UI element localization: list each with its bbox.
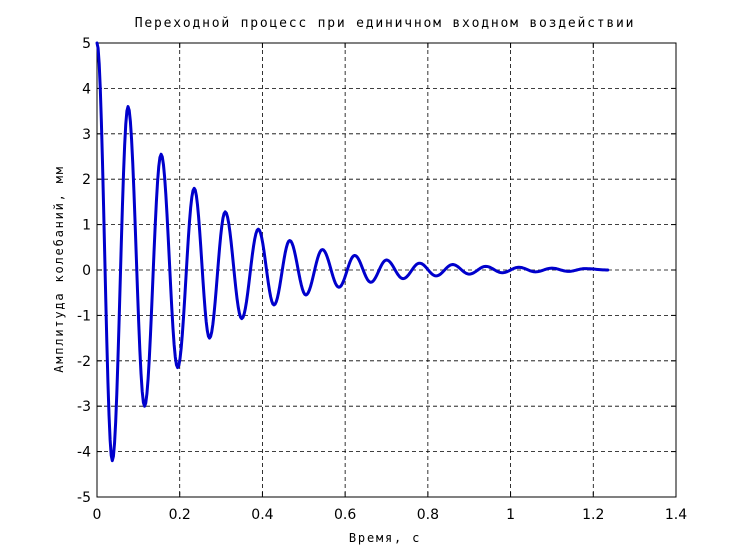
x-tick-label: 1 <box>506 507 515 523</box>
x-tick-label: 0.6 <box>334 507 356 523</box>
series-group <box>95 41 610 463</box>
y-tick-label: 0 <box>82 263 91 279</box>
y-tick-label: -3 <box>77 399 91 415</box>
y-tick-label: -1 <box>77 308 91 324</box>
y-axis-label: Амплитуда колебаний, мм <box>52 165 66 373</box>
x-tick-label: 0 <box>93 507 102 523</box>
y-tick-label: -5 <box>77 490 91 506</box>
y-tick-label: 5 <box>82 36 91 52</box>
y-tick-label: 2 <box>82 172 91 188</box>
axis-ticks: 0 0.2 0.4 0.6 0.8 1 1.2 1.4 -5 -4 -3 -2 -1 0 1 2 3 4 5 <box>77 36 687 523</box>
x-tick-label: 0.2 <box>169 507 191 523</box>
x-tick-label: 1.2 <box>582 507 604 523</box>
x-axis-label: Время, с <box>349 531 421 545</box>
y-tick-label: -4 <box>77 445 91 461</box>
x-tick-label: 0.8 <box>417 507 439 523</box>
response-curve <box>95 41 610 463</box>
y-tick-label: -2 <box>77 354 91 370</box>
y-tick-label: 1 <box>82 218 91 234</box>
y-tick-label: 4 <box>82 81 91 97</box>
x-tick-label: 1.4 <box>665 507 687 523</box>
chart-title: Переходной процесс при единичном входном… <box>135 16 636 31</box>
x-tick-label: 0.4 <box>251 507 273 523</box>
y-tick-label: 3 <box>82 127 91 143</box>
